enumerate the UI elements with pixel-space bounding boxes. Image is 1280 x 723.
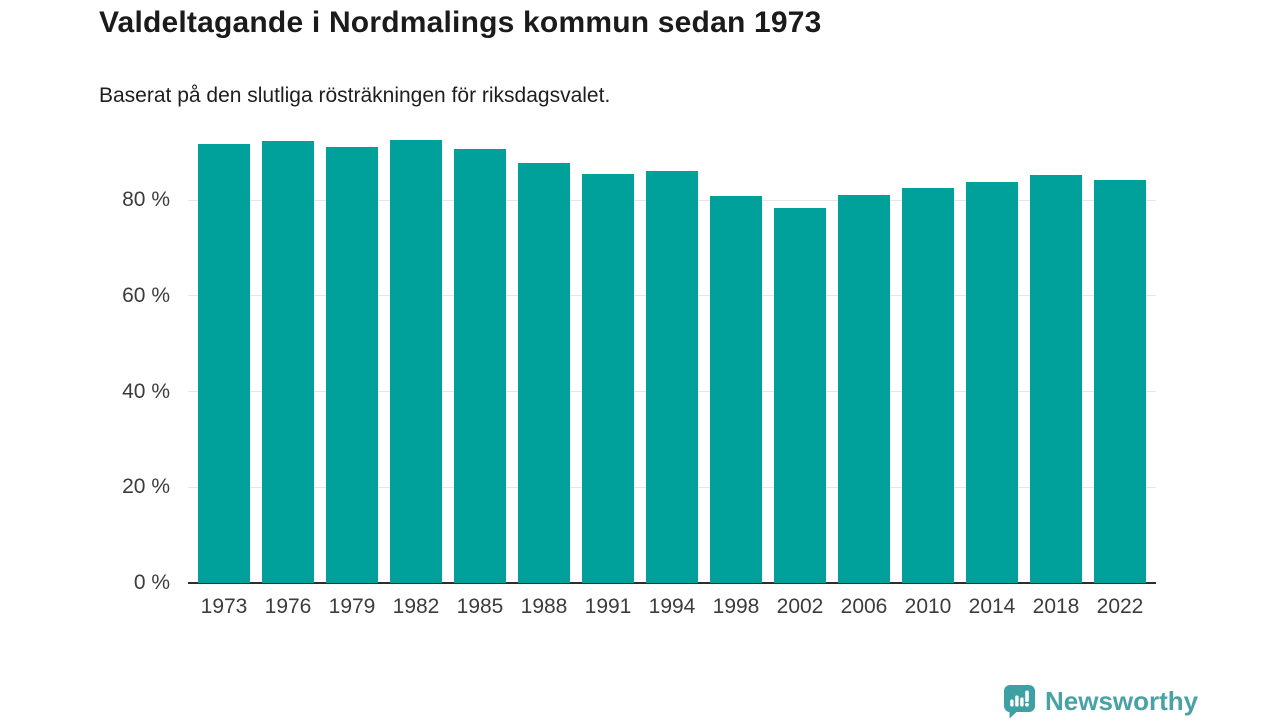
y-tick-label-40: 40 %: [122, 379, 170, 403]
x-tick-label-2010: 2010: [904, 595, 952, 618]
bar-1994: [646, 171, 698, 583]
y-tick-label-80: 80 %: [122, 188, 170, 212]
bar-1982: [390, 139, 442, 583]
bar-1976: [262, 140, 314, 583]
x-tick-label-2006: 2006: [840, 595, 888, 618]
x-tick-label-2018: 2018: [1032, 595, 1080, 618]
x-tick-label-1991: 1991: [584, 595, 632, 618]
bar-1979: [326, 146, 378, 583]
chart-title: Valdeltagande i Nordmalings kommun sedan…: [99, 6, 822, 39]
x-tick-label-2022: 2022: [1096, 595, 1144, 618]
y-tick-label-20: 20 %: [122, 475, 170, 499]
x-tick-label-1973: 1973: [200, 595, 248, 618]
bar-2022: [1094, 180, 1146, 583]
bar-1973: [198, 144, 250, 583]
x-tick-label-1988: 1988: [520, 595, 568, 618]
bar-2010: [902, 187, 954, 583]
bar-2002: [774, 208, 826, 583]
x-tick-label-2014: 2014: [968, 595, 1016, 618]
x-tick-label-1998: 1998: [712, 595, 760, 618]
bar-1998: [710, 195, 762, 583]
x-tick-label-1985: 1985: [456, 595, 504, 618]
bar-1985: [454, 149, 506, 583]
brand-name: Newsworthy: [1045, 685, 1199, 716]
x-tick-label-1976: 1976: [264, 595, 312, 618]
bar-2014: [966, 182, 1018, 583]
newsworthy-logo: Newsworthy: [1003, 684, 1199, 719]
x-tick-label-1979: 1979: [328, 595, 376, 618]
bar-1991: [582, 173, 634, 583]
bar-2018: [1030, 174, 1082, 583]
x-tick-label-1982: 1982: [392, 595, 440, 618]
chart-subtitle: Baserat på den slutliga rösträkningen fö…: [99, 84, 611, 107]
x-tick-label-2002: 2002: [776, 595, 824, 618]
x-tick-label-1994: 1994: [648, 595, 696, 618]
y-tick-label-0: 0 %: [133, 571, 170, 594]
y-tick-label-60: 60 %: [122, 283, 170, 307]
newsworthy-logo-icon: [1003, 684, 1036, 719]
bar-2006: [838, 194, 890, 583]
x-axis-line: [188, 582, 1156, 584]
bar-1988: [518, 162, 570, 583]
